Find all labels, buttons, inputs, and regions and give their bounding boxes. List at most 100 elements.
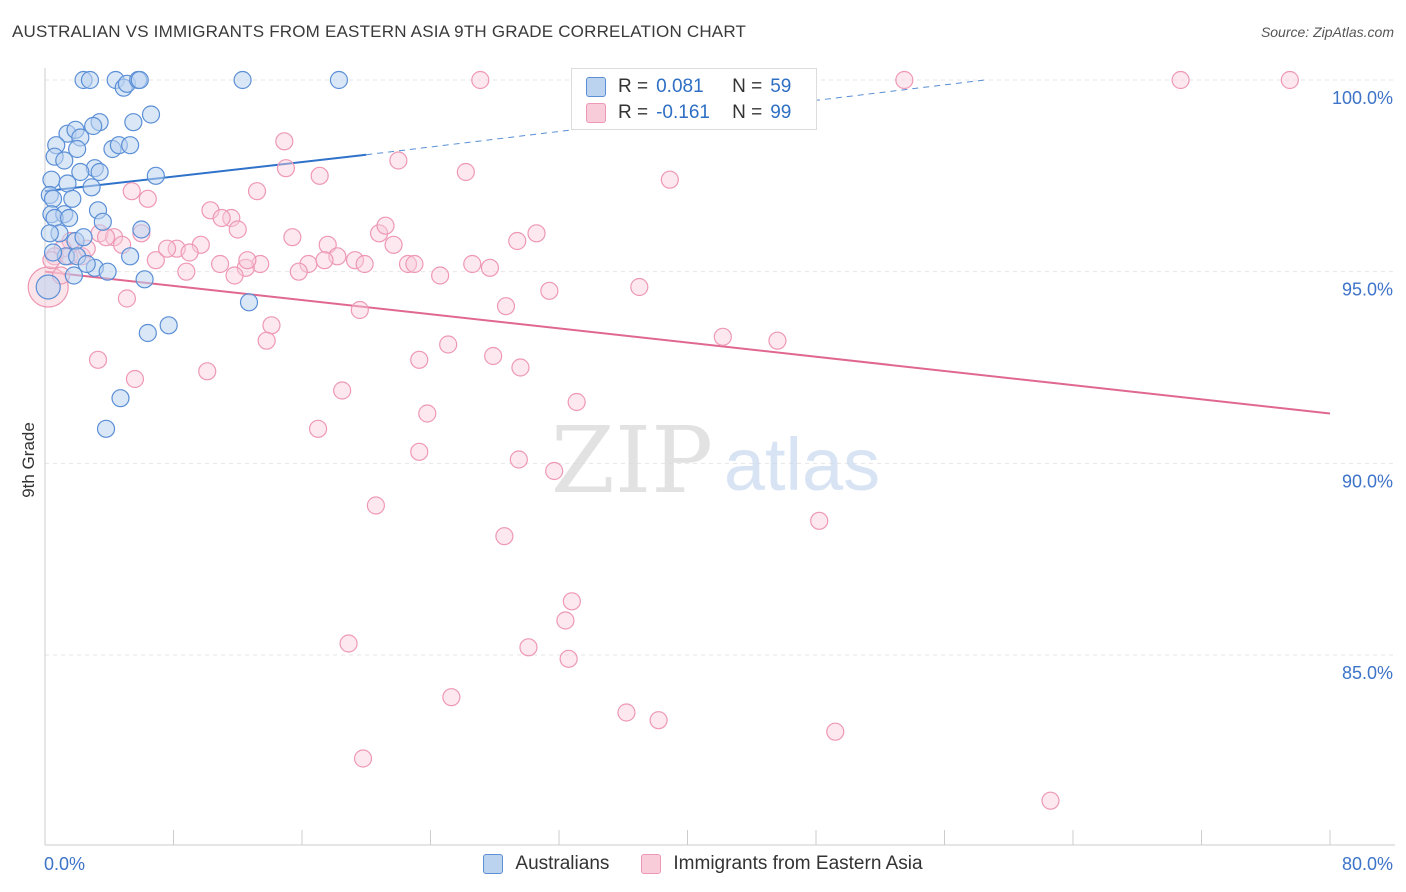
point-australians-8[interactable] bbox=[329, 70, 349, 90]
point-australians-11[interactable] bbox=[124, 113, 143, 132]
point-immigrants-54[interactable] bbox=[350, 300, 369, 320]
point-immigrants-6[interactable] bbox=[275, 132, 294, 151]
point-immigrants-11[interactable] bbox=[660, 170, 679, 189]
point-australians-15[interactable] bbox=[84, 116, 103, 136]
point-immigrants-45[interactable] bbox=[405, 254, 424, 274]
point-immigrants-7[interactable] bbox=[389, 151, 408, 170]
point-immigrants-39[interactable] bbox=[146, 251, 165, 270]
point-australians-9[interactable] bbox=[141, 105, 161, 124]
point-immigrants-64[interactable] bbox=[198, 362, 217, 381]
point-australians-20[interactable] bbox=[121, 136, 140, 155]
point-immigrants-62[interactable] bbox=[410, 350, 429, 369]
point-australians-54[interactable] bbox=[111, 389, 130, 408]
point-immigrants-83[interactable] bbox=[649, 711, 668, 730]
point-australians-25[interactable] bbox=[71, 162, 90, 182]
point-immigrants-4[interactable] bbox=[1171, 70, 1190, 90]
point-immigrants-18[interactable] bbox=[228, 220, 247, 239]
point-australians-27[interactable] bbox=[146, 166, 165, 185]
point-immigrants-40[interactable] bbox=[210, 254, 230, 274]
point-immigrants-80[interactable] bbox=[559, 649, 578, 668]
point-immigrants-72[interactable] bbox=[545, 461, 564, 481]
point-immigrants-61[interactable] bbox=[88, 350, 108, 369]
point-immigrants-17[interactable] bbox=[212, 208, 231, 228]
point-australians-57[interactable] bbox=[40, 224, 59, 243]
point-australians-37[interactable] bbox=[59, 208, 79, 228]
point-immigrants-58[interactable] bbox=[257, 331, 276, 350]
point-immigrants-69[interactable] bbox=[308, 419, 328, 438]
point-immigrants-77[interactable] bbox=[556, 611, 575, 630]
point-immigrants-9[interactable] bbox=[456, 162, 475, 182]
point-immigrants-66[interactable] bbox=[333, 381, 352, 400]
point-immigrants-51[interactable] bbox=[630, 277, 649, 297]
point-immigrants-56[interactable] bbox=[713, 327, 732, 346]
point-immigrants-71[interactable] bbox=[509, 450, 528, 469]
point-immigrants-97[interactable] bbox=[540, 281, 559, 300]
point-immigrants-0[interactable] bbox=[471, 70, 490, 90]
point-immigrants-73[interactable] bbox=[366, 496, 385, 515]
point-immigrants-3[interactable] bbox=[895, 70, 914, 90]
point-immigrants-86[interactable] bbox=[1041, 791, 1060, 810]
point-immigrants-85[interactable] bbox=[353, 749, 373, 768]
point-immigrants-90[interactable] bbox=[96, 228, 116, 247]
point-australians-26[interactable] bbox=[42, 170, 61, 189]
point-australians-1[interactable] bbox=[80, 70, 100, 90]
point-immigrants-22[interactable] bbox=[283, 228, 302, 247]
point-immigrants-52[interactable] bbox=[117, 289, 137, 308]
point-immigrants-82[interactable] bbox=[617, 703, 636, 722]
point-immigrants-14[interactable] bbox=[138, 189, 157, 208]
point-australians-53[interactable] bbox=[138, 323, 157, 343]
point-australians-17[interactable] bbox=[68, 139, 87, 159]
point-immigrants-59[interactable] bbox=[439, 335, 458, 354]
point-australians-49[interactable] bbox=[135, 270, 154, 289]
point-australians-22[interactable] bbox=[55, 151, 74, 170]
point-immigrants-92[interactable] bbox=[238, 251, 257, 270]
point-immigrants-50[interactable] bbox=[431, 266, 450, 285]
point-immigrants-30[interactable] bbox=[384, 235, 403, 254]
point-immigrants-44[interactable] bbox=[398, 254, 418, 274]
point-immigrants-55[interactable] bbox=[262, 316, 281, 335]
point-australians-58[interactable] bbox=[77, 254, 96, 274]
point-immigrants-53[interactable] bbox=[496, 297, 516, 316]
point-immigrants-68[interactable] bbox=[418, 404, 437, 423]
point-australians-48[interactable] bbox=[64, 266, 84, 285]
point-australians-42[interactable] bbox=[74, 228, 93, 247]
point-australians-43[interactable] bbox=[121, 247, 140, 266]
point-immigrants-8[interactable] bbox=[276, 159, 296, 178]
point-australians-56[interactable] bbox=[43, 243, 63, 262]
point-australians-29[interactable] bbox=[82, 178, 101, 197]
point-australians-24[interactable] bbox=[90, 162, 109, 182]
point-immigrants-84[interactable] bbox=[826, 722, 845, 741]
point-immigrants-75[interactable] bbox=[495, 527, 514, 546]
point-australians-51[interactable] bbox=[239, 293, 259, 312]
point-immigrants-47[interactable] bbox=[480, 258, 500, 277]
point-immigrants-74[interactable] bbox=[810, 511, 829, 530]
point-immigrants-10[interactable] bbox=[310, 166, 329, 185]
point-immigrants-79[interactable] bbox=[519, 638, 538, 657]
point-immigrants-35[interactable] bbox=[345, 251, 365, 270]
point-immigrants-78[interactable] bbox=[339, 634, 358, 653]
point-australians-38[interactable] bbox=[93, 212, 112, 231]
point-australians-55[interactable] bbox=[96, 419, 116, 438]
point-immigrants-94[interactable] bbox=[315, 251, 334, 270]
point-australians-6[interactable] bbox=[130, 70, 149, 90]
point-australians-39[interactable] bbox=[132, 220, 151, 239]
point-australians-52[interactable] bbox=[159, 316, 178, 335]
point-immigrants-60[interactable] bbox=[484, 346, 503, 366]
point-immigrants-57[interactable] bbox=[768, 331, 787, 350]
point-immigrants-91[interactable] bbox=[157, 239, 177, 258]
point-immigrants-65[interactable] bbox=[125, 369, 145, 389]
point-australians-31[interactable] bbox=[43, 189, 63, 208]
point-immigrants-16[interactable] bbox=[222, 208, 241, 228]
point-immigrants-12[interactable] bbox=[122, 182, 141, 201]
point-australians-47[interactable] bbox=[98, 262, 117, 281]
point-immigrants-43[interactable] bbox=[355, 254, 374, 274]
point-immigrants-33[interactable] bbox=[180, 243, 199, 262]
point-immigrants-96[interactable] bbox=[463, 254, 482, 274]
point-australians-50[interactable] bbox=[35, 274, 61, 300]
point-immigrants-13[interactable] bbox=[247, 182, 267, 201]
point-immigrants-70[interactable] bbox=[410, 442, 429, 461]
point-australians-28[interactable] bbox=[58, 174, 77, 193]
point-immigrants-63[interactable] bbox=[511, 358, 530, 377]
point-immigrants-48[interactable] bbox=[177, 262, 196, 281]
point-immigrants-67[interactable] bbox=[567, 392, 586, 412]
